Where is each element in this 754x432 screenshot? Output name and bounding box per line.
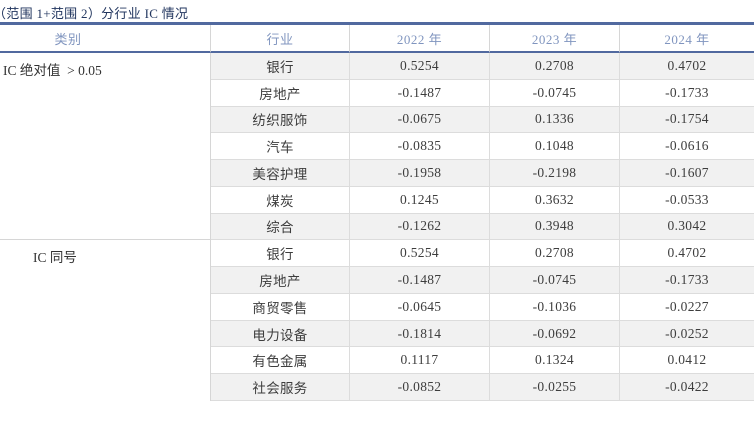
industry-cell: 银行 [211, 53, 350, 80]
value-cell: 0.3632 [490, 186, 620, 214]
table-title: （范围 1+范围 2）分行业 IC 情况 [0, 6, 189, 21]
column-header: 类别 [0, 25, 211, 53]
value-cell: 0.2708 [490, 240, 620, 268]
value-cell: 0.2708 [490, 53, 620, 80]
value-cell: 0.0412 [620, 347, 754, 375]
value-cell: -0.0252 [620, 320, 754, 348]
value-cell: -0.2198 [490, 160, 620, 187]
value-cell: -0.1487 [350, 267, 490, 294]
value-cell: -0.0675 [350, 106, 490, 134]
column-header: 2024 年 [620, 25, 754, 53]
value-cell: -0.1958 [350, 160, 490, 187]
industry-cell: 美容护理 [211, 160, 350, 187]
value-cell: -0.0835 [350, 133, 490, 161]
category-cell: IC 绝对值 > 0.05 [0, 53, 211, 241]
value-cell: -0.0255 [490, 374, 620, 401]
value-cell: -0.0422 [620, 374, 754, 401]
value-cell: 0.3042 [620, 213, 754, 241]
column-header: 行业 [211, 25, 350, 53]
column-header: 2023 年 [490, 25, 620, 53]
industry-cell: 房地产 [211, 79, 350, 107]
value-cell: -0.1262 [350, 213, 490, 241]
value-cell: -0.1487 [350, 79, 490, 107]
industry-cell: 房地产 [211, 267, 350, 294]
column-header: 2022 年 [350, 25, 490, 53]
value-cell: -0.1754 [620, 106, 754, 134]
value-cell: -0.0745 [490, 79, 620, 107]
value-cell: -0.0745 [490, 267, 620, 294]
value-cell: 0.1336 [490, 106, 620, 134]
industry-cell: 电力设备 [211, 320, 350, 348]
value-cell: -0.0533 [620, 187, 754, 214]
value-cell: -0.0692 [490, 320, 620, 348]
industry-cell: 商贸零售 [211, 293, 350, 321]
value-cell: -0.1733 [620, 80, 754, 107]
industry-cell: 有色金属 [211, 347, 350, 375]
value-cell: -0.1814 [350, 320, 490, 348]
industry-cell: 纺织服饰 [211, 106, 350, 134]
value-cell: -0.1607 [620, 160, 754, 187]
category-cell: IC 同号 [0, 240, 211, 401]
value-cell: -0.1036 [490, 293, 620, 321]
industry-cell: 煤炭 [211, 186, 350, 214]
value-cell: 0.1324 [490, 347, 620, 375]
industry-cell: 汽车 [211, 133, 350, 161]
value-cell: 0.5254 [350, 240, 490, 268]
value-cell: -0.0227 [620, 294, 754, 321]
value-cell: 0.5254 [350, 53, 490, 80]
industry-cell: 银行 [211, 240, 350, 268]
value-cell: -0.1733 [620, 267, 754, 294]
ic-table: 类别 行业 2022 年 2023 年 2024 年 IC 绝对值 > 0.05 银行 0.5… [0, 22, 754, 401]
value-cell: -0.0616 [620, 133, 754, 161]
industry-cell: 社会服务 [211, 374, 350, 401]
value-cell: 0.1048 [490, 133, 620, 161]
value-cell: -0.0852 [350, 374, 490, 401]
value-cell: 0.4702 [620, 240, 754, 268]
industry-cell: 综合 [211, 213, 350, 241]
value-cell: 0.1245 [350, 186, 490, 214]
value-cell: -0.0645 [350, 293, 490, 321]
value-cell: 0.1117 [350, 347, 490, 375]
value-cell: 0.4702 [620, 53, 754, 80]
value-cell: 0.3948 [490, 213, 620, 241]
